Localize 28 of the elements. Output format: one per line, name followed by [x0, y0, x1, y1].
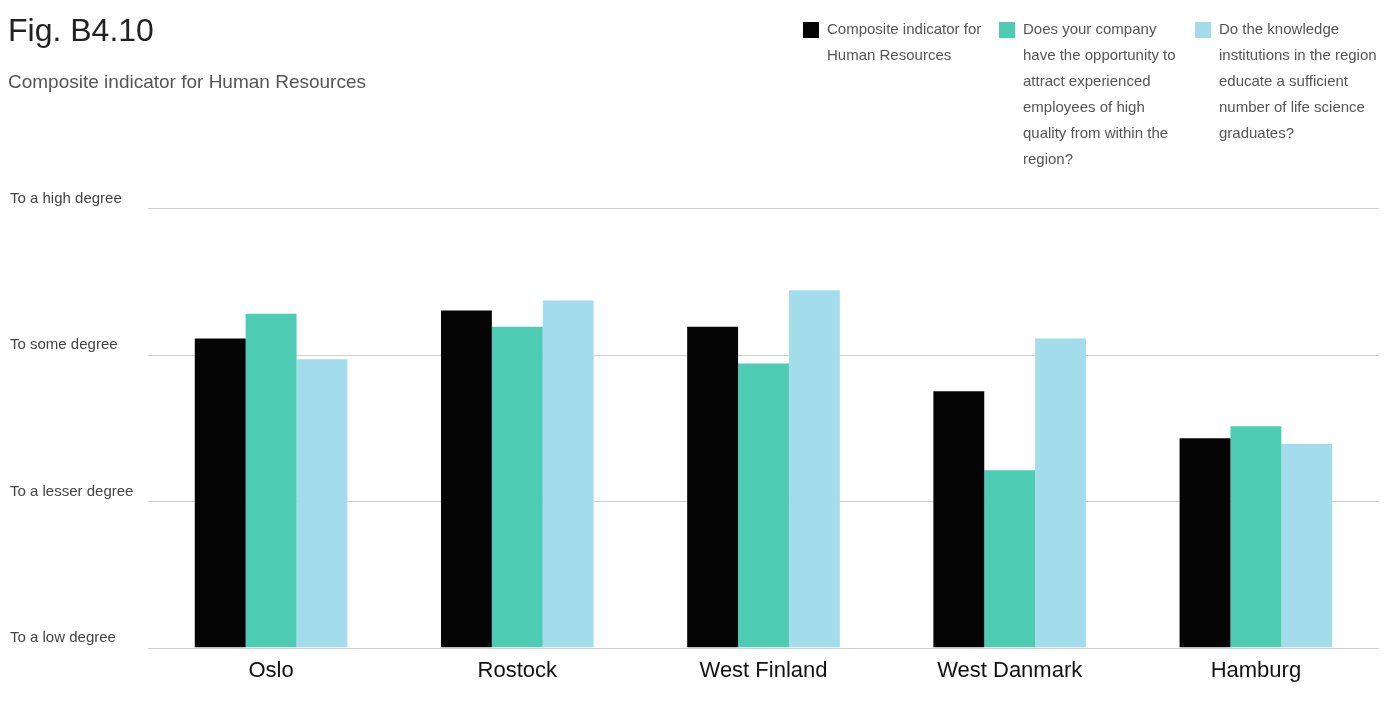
- bar: [1035, 338, 1087, 648]
- bar: [194, 338, 246, 648]
- legend-label: Do the knowledge institutions in the region educate a sufficient number of life science graduates?: [1219, 20, 1377, 142]
- bar: [687, 326, 739, 648]
- bar: [440, 310, 492, 648]
- bar: [1281, 443, 1333, 648]
- legend-label: Does your company have the opportunity to attract experienced employees of high quality from within the region?: [1023, 20, 1176, 168]
- x-tick-label: Oslo: [248, 656, 294, 682]
- x-tick-label: Hamburg: [1210, 656, 1302, 682]
- bar: [1230, 426, 1282, 648]
- x-tick-label: West Danmark: [937, 656, 1084, 682]
- x-tick-label: West Finland: [699, 656, 828, 682]
- ref-line-label: To a low degree: [10, 628, 116, 646]
- ref-line-label: To a lesser degree: [10, 481, 134, 499]
- bar: [491, 326, 543, 648]
- x-tick-label: Rostock: [477, 656, 559, 682]
- ref-line-label: To some degree: [10, 335, 118, 353]
- bar: [1179, 438, 1231, 648]
- bar: [788, 290, 840, 648]
- ref-line-label: To a high degree: [10, 188, 122, 206]
- chart-subtitle: Composite indicator for Human Resources: [8, 71, 366, 93]
- bar: [738, 363, 789, 648]
- chart-title: Fig. B4.10: [8, 12, 155, 49]
- bar: [542, 300, 594, 648]
- legend-label: Composite indicator for Human Resources: [827, 20, 982, 64]
- bar: [933, 391, 985, 648]
- bar: [245, 313, 297, 648]
- bar: [984, 470, 1036, 648]
